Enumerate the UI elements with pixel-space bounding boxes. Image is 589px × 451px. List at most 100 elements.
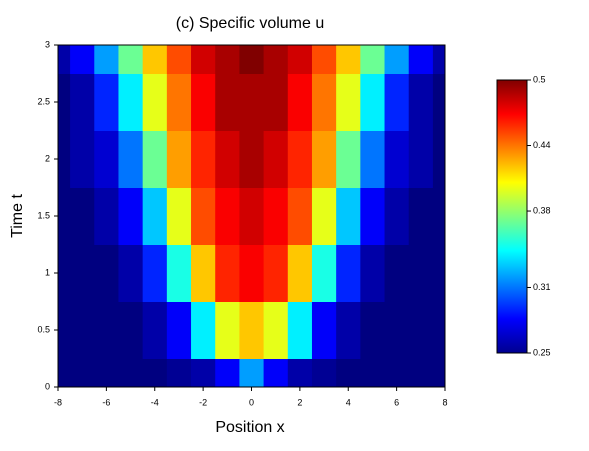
heatmap-cell bbox=[360, 73, 386, 131]
heatmap-cell bbox=[287, 73, 313, 131]
heatmap-cell bbox=[311, 187, 337, 245]
heatmap-cell bbox=[58, 45, 71, 74]
x-tick-label: 0 bbox=[249, 397, 254, 407]
heatmap-cell bbox=[191, 73, 216, 131]
heatmap-cell bbox=[311, 45, 337, 74]
heatmap-cell bbox=[166, 301, 192, 359]
heatmap-cell bbox=[239, 73, 265, 131]
heatmap-cell bbox=[263, 187, 289, 245]
colorbar-tick-label: 0.38 bbox=[533, 205, 551, 215]
heatmap-cell bbox=[70, 358, 95, 387]
heatmap-cell bbox=[191, 187, 216, 245]
heatmap-cell bbox=[336, 130, 361, 188]
heatmap-cell bbox=[263, 45, 289, 74]
heatmap-cell bbox=[408, 358, 434, 387]
heatmap-cell bbox=[360, 187, 386, 245]
heatmap-cell bbox=[94, 358, 119, 387]
heatmap-cell bbox=[58, 301, 71, 359]
heatmap-cell bbox=[215, 358, 240, 387]
x-tick-label: 4 bbox=[346, 397, 351, 407]
x-tick-label: -4 bbox=[151, 397, 159, 407]
y-tick-label: 1.5 bbox=[37, 210, 50, 220]
heatmap-cell bbox=[118, 130, 144, 188]
heatmap-cell bbox=[215, 187, 240, 245]
heatmap-cell bbox=[118, 301, 144, 359]
heatmap-cell bbox=[58, 358, 71, 387]
heatmap-cell bbox=[142, 358, 168, 387]
heatmap-cell bbox=[118, 73, 144, 131]
heatmap-cell bbox=[166, 358, 192, 387]
x-tick-label: -8 bbox=[54, 397, 62, 407]
x-tick-label: 2 bbox=[297, 397, 302, 407]
x-tick-label: 6 bbox=[394, 397, 399, 407]
heatmap-cell bbox=[142, 244, 168, 302]
colorbar bbox=[496, 79, 528, 354]
heatmap-cell bbox=[311, 301, 337, 359]
heatmap-cell bbox=[360, 244, 386, 302]
heatmap bbox=[58, 45, 445, 387]
heatmap-cell bbox=[287, 130, 313, 188]
heatmap-cell bbox=[336, 244, 361, 302]
heatmap-cell bbox=[70, 244, 95, 302]
heatmap-cell bbox=[70, 45, 95, 74]
heatmap-cell bbox=[94, 45, 119, 74]
heatmap-cell bbox=[360, 45, 386, 74]
heatmap-cell bbox=[215, 244, 240, 302]
heatmap-cell bbox=[408, 73, 434, 131]
heatmap-cell bbox=[384, 301, 410, 359]
colorbar-tick-label: 0.44 bbox=[533, 140, 551, 150]
heatmap-cell bbox=[166, 45, 192, 74]
heatmap-cell bbox=[166, 130, 192, 188]
heatmap-cell bbox=[360, 130, 386, 188]
heatmap-cell bbox=[239, 130, 265, 188]
colorbar-tick-label: 0.25 bbox=[533, 347, 551, 357]
heatmap-cell bbox=[263, 358, 289, 387]
heatmap-cell bbox=[311, 130, 337, 188]
heatmap-cell bbox=[287, 244, 313, 302]
heatmap-cell bbox=[384, 130, 410, 188]
heatmap-cell bbox=[191, 244, 216, 302]
heatmap-cell bbox=[263, 73, 289, 131]
heatmap-cell bbox=[360, 358, 386, 387]
heatmap-cell bbox=[118, 358, 144, 387]
heatmap-cell bbox=[118, 45, 144, 74]
heatmap-cell bbox=[142, 187, 168, 245]
heatmap-cell bbox=[408, 301, 434, 359]
heatmap-cell bbox=[384, 187, 410, 245]
heatmap-cell bbox=[94, 130, 119, 188]
heatmap-cell bbox=[408, 187, 434, 245]
heatmap-cell bbox=[94, 301, 119, 359]
y-tick-label: 1 bbox=[45, 267, 50, 277]
y-tick-label: 2.5 bbox=[37, 96, 50, 106]
heatmap-cell bbox=[432, 187, 445, 245]
heatmap-cell bbox=[384, 73, 410, 131]
heatmap-cell bbox=[142, 301, 168, 359]
y-tick-label: 3 bbox=[45, 39, 50, 49]
heatmap-cell bbox=[118, 244, 144, 302]
heatmap-cell bbox=[239, 244, 265, 302]
heatmap-cell bbox=[336, 187, 361, 245]
heatmap-cell bbox=[215, 130, 240, 188]
heatmap-cell bbox=[432, 45, 445, 74]
heatmap-cell bbox=[215, 301, 240, 359]
heatmap-cell bbox=[384, 244, 410, 302]
heatmap-cell bbox=[408, 244, 434, 302]
heatmap-cell bbox=[263, 301, 289, 359]
heatmap-cell bbox=[239, 358, 265, 387]
heatmap-cell bbox=[336, 358, 361, 387]
heatmap-cell bbox=[432, 301, 445, 359]
y-tick-label: 0 bbox=[45, 381, 50, 391]
heatmap-cell bbox=[287, 45, 313, 74]
heatmap-cell bbox=[166, 73, 192, 131]
heatmap-cell bbox=[191, 301, 216, 359]
heatmap-cell bbox=[70, 130, 95, 188]
heatmap-cell bbox=[263, 244, 289, 302]
heatmap-cell bbox=[58, 187, 71, 245]
heatmap-cell bbox=[432, 130, 445, 188]
heatmap-cell bbox=[336, 73, 361, 131]
heatmap-cell bbox=[70, 73, 95, 131]
heatmap-cell bbox=[191, 130, 216, 188]
heatmap-cell bbox=[166, 244, 192, 302]
heatmap-cell bbox=[58, 130, 71, 188]
